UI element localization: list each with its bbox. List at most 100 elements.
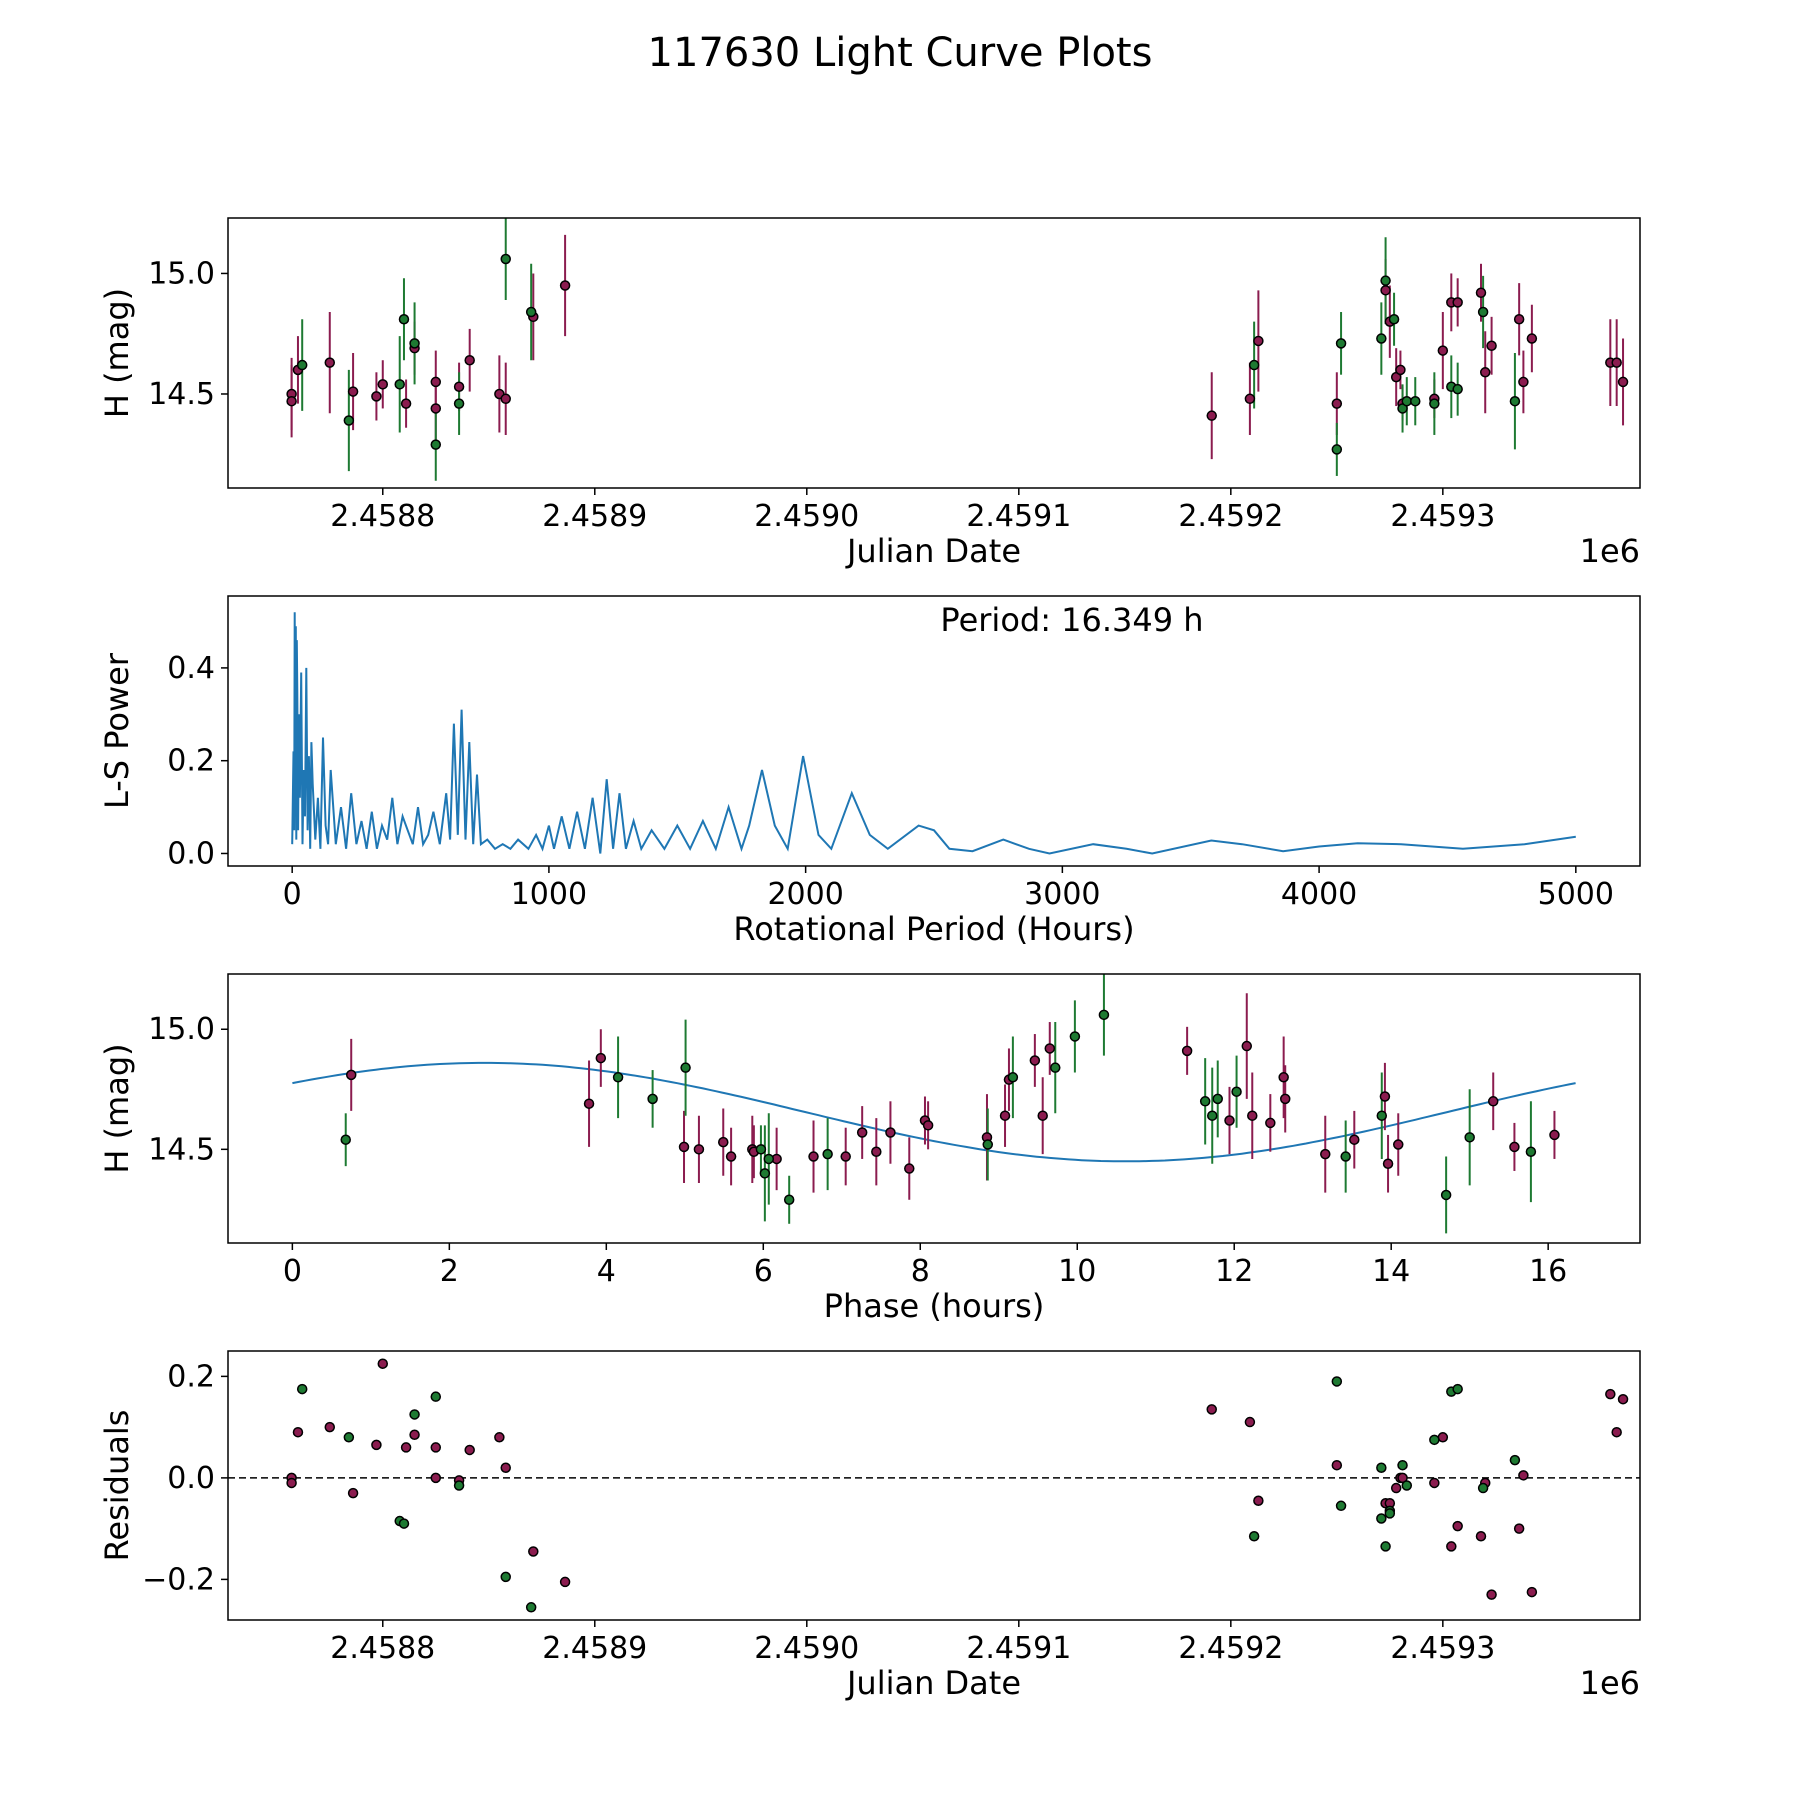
data-point-green xyxy=(453,398,465,409)
data-point-red xyxy=(1518,376,1529,388)
data-point-green xyxy=(1509,395,1521,407)
data-point-red xyxy=(400,1442,412,1453)
data-point-red xyxy=(559,280,571,291)
x-tick-label: 2 xyxy=(440,1254,459,1289)
data-point-green xyxy=(1525,1146,1537,1157)
x-axis-label: Phase (hours) xyxy=(824,1287,1045,1325)
data-point-red xyxy=(1487,1096,1499,1107)
data-point-green xyxy=(1452,383,1463,395)
data-point-red xyxy=(1549,1129,1560,1141)
data-point-red xyxy=(1611,1426,1622,1438)
panels: 2.4588 2.4589 2.4590 2.4591 2.4592 2.4593 14.5… xyxy=(98,217,1641,1702)
data-point-red xyxy=(371,391,382,402)
data-point-green xyxy=(1380,1541,1391,1552)
data-point-green xyxy=(343,1432,355,1443)
data-point-green xyxy=(1440,1189,1452,1201)
data-point-green xyxy=(1401,1480,1413,1491)
data-point-green xyxy=(982,1139,994,1150)
data-point-red xyxy=(1181,1045,1193,1057)
data-point-green xyxy=(296,359,308,371)
data-point-green xyxy=(525,306,537,318)
data-point-red xyxy=(1475,287,1487,298)
x-tick-label: 2.4593 xyxy=(1390,499,1495,534)
data-point-green xyxy=(1410,395,1421,407)
data-point-red xyxy=(347,1487,359,1499)
axes-frame xyxy=(227,973,1641,1244)
data-point-red xyxy=(1513,1523,1525,1534)
data-point-red xyxy=(595,1052,607,1064)
y-axis-label: H (mag) xyxy=(98,1043,136,1173)
data-point-green xyxy=(1231,1086,1242,1097)
data-point-red xyxy=(324,357,336,368)
plot-area xyxy=(286,218,1629,481)
data-point-red xyxy=(324,1421,336,1433)
data-point-red xyxy=(1349,1134,1360,1145)
chart-p2: 0 1000 2000 3000 4000 5000 0.0 0.2 0.4 Rotational… xyxy=(98,595,1641,948)
data-point-red xyxy=(1397,1472,1408,1484)
data-point-red xyxy=(1617,376,1629,388)
periodogram-line xyxy=(291,612,1576,855)
data-point-red xyxy=(528,1546,539,1557)
chart-p4: 2.4588 2.4589 2.4590 2.4591 2.4592 2.4593 −0.2… xyxy=(98,1350,1641,1702)
data-point-red xyxy=(1390,1482,1402,1494)
x-offset-label: 1e6 xyxy=(1580,1664,1640,1702)
data-point-green xyxy=(1376,1462,1387,1473)
data-point-red xyxy=(371,1439,382,1451)
x-axis-label: Julian Date xyxy=(845,532,1021,570)
data-point-red xyxy=(377,1358,389,1369)
data-point-red xyxy=(430,1472,442,1484)
data-point-red xyxy=(286,1477,297,1489)
data-point-red xyxy=(999,1110,1011,1121)
data-point-red xyxy=(1244,393,1256,405)
data-point-red xyxy=(1265,1117,1276,1129)
x-tick-label: 10 xyxy=(1058,1254,1096,1289)
data-point-red xyxy=(885,1127,896,1138)
data-point-green xyxy=(1384,1508,1396,1519)
data-point-green xyxy=(398,314,410,325)
x-tick-label: 5000 xyxy=(1538,877,1614,912)
plot-area xyxy=(228,1358,1640,1613)
data-point-red xyxy=(286,395,297,407)
axes-frame xyxy=(227,595,1641,867)
data-point-red xyxy=(1526,1586,1538,1598)
data-point-red xyxy=(1241,1040,1253,1052)
y-tick-label: 15.0 xyxy=(148,1012,215,1047)
sinusoid-fit-curve xyxy=(292,1061,1576,1163)
y-tick-label: 0.4 xyxy=(167,651,215,686)
data-point-green xyxy=(1380,275,1391,286)
data-point-green xyxy=(1331,1376,1343,1387)
figure-title: 117630 Light Curve Plots xyxy=(648,30,1153,76)
data-point-red xyxy=(1518,1470,1529,1481)
data-point-red xyxy=(1247,1110,1258,1121)
data-point-green xyxy=(1401,395,1413,407)
data-point-green xyxy=(822,1148,833,1160)
data-point-green xyxy=(500,1571,511,1583)
data-point-green xyxy=(1509,1454,1521,1466)
data-point-red xyxy=(1253,335,1264,347)
data-point-green xyxy=(1429,398,1440,409)
data-point-red xyxy=(1513,314,1525,325)
data-point-red xyxy=(1278,1072,1289,1083)
y-tick-label: −0.2 xyxy=(142,1562,215,1597)
data-point-red xyxy=(345,1069,357,1081)
x-offset-label: 1e6 xyxy=(1580,532,1640,570)
x-tick-label: 2.4588 xyxy=(330,1631,435,1666)
data-point-red xyxy=(1331,1459,1343,1471)
data-point-green xyxy=(783,1194,795,1206)
data-point-green xyxy=(1335,1500,1347,1512)
axes-frame xyxy=(227,217,1641,489)
chart-p1: 2.4588 2.4589 2.4590 2.4591 2.4592 2.4593 14.5… xyxy=(98,217,1641,570)
data-point-red xyxy=(494,1432,505,1443)
data-point-red xyxy=(1380,285,1391,296)
data-point-red xyxy=(377,379,389,390)
data-point-red xyxy=(430,1442,442,1453)
data-point-red xyxy=(464,354,475,366)
data-point-red xyxy=(1446,1541,1457,1552)
data-point-red xyxy=(922,1120,934,1131)
data-point-red xyxy=(840,1151,851,1162)
data-point-green xyxy=(430,1391,442,1402)
data-point-red xyxy=(904,1163,915,1174)
data-point-green xyxy=(1477,1482,1489,1494)
data-point-green xyxy=(525,1602,537,1613)
data-point-green xyxy=(453,1480,465,1491)
